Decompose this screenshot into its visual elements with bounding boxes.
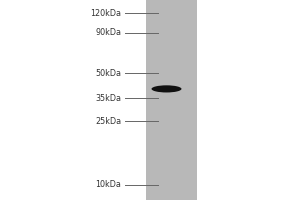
Bar xyxy=(146,0,196,200)
Text: 50kDa: 50kDa xyxy=(95,69,122,78)
Text: 90kDa: 90kDa xyxy=(95,28,122,37)
Text: 25kDa: 25kDa xyxy=(95,117,122,126)
Ellipse shape xyxy=(152,85,182,92)
Text: 35kDa: 35kDa xyxy=(95,94,122,103)
Text: 10kDa: 10kDa xyxy=(96,180,122,189)
Text: 120kDa: 120kDa xyxy=(91,9,122,18)
